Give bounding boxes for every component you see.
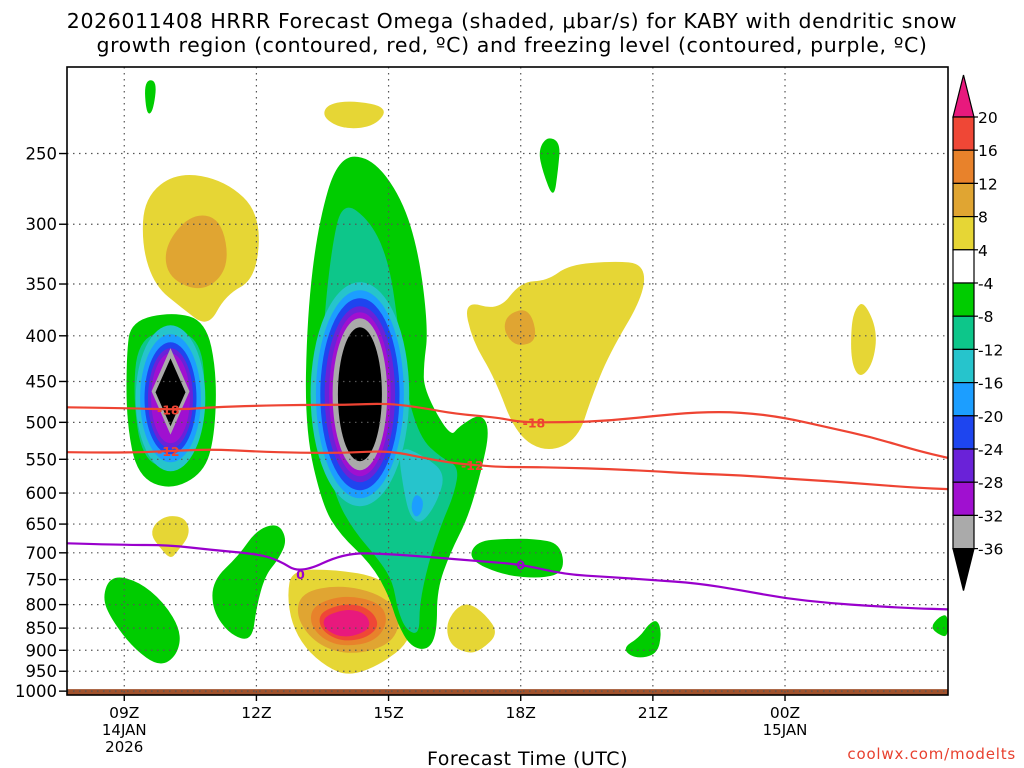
- omega-negative-area: [212, 525, 286, 639]
- y-tick-label: 350: [26, 275, 58, 294]
- x-tick-year-label: 2026: [105, 738, 143, 756]
- contour-label: 0: [516, 557, 525, 572]
- colorbar-label: -12: [978, 341, 1003, 359]
- y-tick-label: 850: [26, 619, 58, 638]
- colorbar-max-arrow: [952, 74, 975, 118]
- x-tick-date-label: 14JAN: [102, 721, 147, 739]
- colorbar-label: -36: [978, 541, 1003, 559]
- colorbar-bin: [952, 149, 975, 184]
- x-axis-title: Forecast Time (UTC): [427, 748, 628, 768]
- y-tick-label: 800: [26, 596, 58, 615]
- contour-label: -18: [523, 415, 546, 430]
- colorbar-label: -28: [978, 474, 1003, 492]
- contour-line: [67, 448, 948, 491]
- x-tick-date-label: 15JAN: [763, 721, 808, 739]
- omega-negative-area: [625, 621, 661, 658]
- x-tick-label: 00Z: [770, 704, 800, 722]
- contour-label: -12: [461, 458, 484, 473]
- y-tick-label: 1000: [15, 682, 57, 701]
- x-tick-label: 12Z: [241, 704, 271, 722]
- y-tick-label: 400: [26, 327, 58, 346]
- y-tick-label: 650: [26, 515, 58, 534]
- x-tick-label: 15Z: [373, 704, 403, 722]
- y-tick-label: 450: [26, 372, 58, 391]
- y-tick-label: 550: [26, 450, 58, 469]
- colorbar-bin: [952, 116, 975, 151]
- y-tick-label: 700: [26, 544, 58, 563]
- contour-label: 0: [296, 567, 305, 582]
- colorbar-bin: [952, 481, 975, 517]
- colorbar-label: -16: [978, 375, 1003, 393]
- omega-negative-area: [145, 80, 156, 114]
- colorbar-label: -20: [978, 408, 1003, 426]
- omega-positive-area: [851, 303, 876, 375]
- omega-negative-area: [104, 577, 180, 664]
- omega-positive-area: [324, 101, 384, 129]
- colorbar-min-arrow: [952, 548, 975, 591]
- ascent-core-black: [337, 327, 382, 462]
- colorbar-label: 8: [978, 209, 988, 227]
- colorbar-label: -24: [978, 441, 1003, 459]
- omega-negative-area: [400, 449, 443, 522]
- contour-line: [67, 542, 948, 611]
- colorbar-label: 4: [978, 242, 988, 260]
- gridlines: [67, 67, 948, 695]
- axes: 250 300 350 400 450 500 550 600 650 700 750 800 850 9…: [15, 145, 807, 768]
- contour-line: [67, 402, 948, 459]
- omega-positive-area: [323, 610, 370, 637]
- y-tick-label: 950: [26, 662, 58, 681]
- colorbar-bin: [952, 282, 975, 317]
- colorbar-label: 16: [978, 142, 998, 160]
- colorbar-bin: [952, 348, 975, 384]
- omega-positive-area: [165, 215, 227, 289]
- x-tick-label: 09Z: [109, 704, 139, 722]
- omega-negative-area: [539, 138, 560, 193]
- credit-link[interactable]: coolwx.com/modelts: [847, 745, 1016, 763]
- omega-shading: [67, 80, 948, 695]
- colorbar-bin: [952, 448, 975, 483]
- y-tick-label: 500: [26, 413, 58, 432]
- colorbar-label: -8: [978, 308, 993, 326]
- ground-surface: [67, 689, 948, 695]
- x-tick-label: 18Z: [506, 704, 536, 722]
- x-tick-label: 21Z: [638, 704, 668, 722]
- colorbar-label: -32: [978, 507, 1003, 525]
- colorbar-bin: [952, 415, 975, 450]
- y-tick-label: 250: [26, 145, 58, 164]
- omega-positive-area: [152, 516, 189, 558]
- colorbar-bin: [952, 315, 975, 351]
- y-tick-label: 900: [26, 641, 58, 660]
- colorbar-bin: [952, 514, 975, 550]
- omega-positive-area: [466, 261, 645, 450]
- omega-negative-area: [932, 615, 948, 637]
- colorbar-label: -4: [978, 275, 993, 293]
- colorbar-bin: [952, 216, 975, 251]
- y-tick-label: 750: [26, 571, 58, 590]
- colorbar-bin: [952, 182, 975, 218]
- y-tick-label: 300: [26, 215, 58, 234]
- colorbar-label: 20: [978, 109, 998, 127]
- omega-positive-area: [447, 604, 495, 653]
- contour-label: -12: [157, 444, 180, 459]
- colorbar-bin: [952, 249, 975, 284]
- contour-label: -18: [157, 402, 180, 417]
- colorbar-label: 12: [978, 175, 998, 193]
- chart-title-line-1: 2026011408 HRRR Forecast Omega (shaded, …: [66, 9, 958, 33]
- colorbar-bin: [952, 382, 975, 417]
- temperature-contours: -18 -18 -12 -12 0 0: [67, 402, 948, 611]
- colorbar: 20 16 12 8 4 -4 -8 -12 -16 -20 -24 -28 -32 -36: [952, 74, 1003, 591]
- omega-negative-area: [411, 495, 423, 517]
- y-tick-label: 600: [26, 484, 58, 503]
- chart-title-line-2: growth region (contoured, red, ºC) and f…: [96, 33, 928, 57]
